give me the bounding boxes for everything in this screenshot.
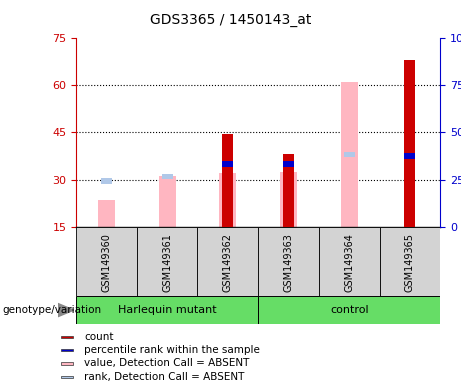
Text: GDS3365 / 1450143_at: GDS3365 / 1450143_at bbox=[150, 13, 311, 27]
Text: GSM149364: GSM149364 bbox=[344, 233, 354, 292]
Bar bbox=[162, 174, 172, 179]
Bar bbox=[283, 154, 294, 227]
Text: genotype/variation: genotype/variation bbox=[2, 305, 101, 315]
Polygon shape bbox=[58, 303, 74, 317]
Text: control: control bbox=[330, 305, 368, 315]
Text: GSM149361: GSM149361 bbox=[162, 233, 172, 292]
Bar bbox=[137, 227, 197, 296]
Bar bbox=[222, 134, 233, 227]
Text: percentile rank within the sample: percentile rank within the sample bbox=[84, 345, 260, 355]
Bar bbox=[197, 227, 258, 296]
Bar bbox=[76, 227, 137, 296]
Bar bbox=[341, 82, 358, 227]
Bar bbox=[61, 336, 73, 338]
Bar bbox=[258, 227, 319, 296]
Bar bbox=[219, 173, 236, 227]
Text: GSM149365: GSM149365 bbox=[405, 233, 415, 292]
Text: value, Detection Call = ABSENT: value, Detection Call = ABSENT bbox=[84, 358, 249, 368]
Text: count: count bbox=[84, 332, 113, 342]
Bar bbox=[76, 296, 258, 324]
Text: GSM149362: GSM149362 bbox=[223, 233, 233, 292]
Bar bbox=[404, 153, 415, 159]
Bar bbox=[283, 161, 294, 167]
Text: GSM149363: GSM149363 bbox=[284, 233, 294, 292]
Bar bbox=[61, 349, 73, 351]
Bar bbox=[222, 161, 233, 167]
Bar bbox=[404, 60, 415, 227]
Bar bbox=[61, 362, 73, 364]
Bar bbox=[61, 376, 73, 378]
Text: Harlequin mutant: Harlequin mutant bbox=[118, 305, 216, 315]
Bar bbox=[379, 227, 440, 296]
Bar bbox=[98, 200, 115, 227]
Bar bbox=[280, 172, 297, 227]
Bar bbox=[344, 152, 355, 157]
Text: rank, Detection Call = ABSENT: rank, Detection Call = ABSENT bbox=[84, 372, 244, 382]
Bar bbox=[258, 296, 440, 324]
Bar bbox=[319, 227, 379, 296]
Bar bbox=[159, 176, 176, 227]
Bar bbox=[101, 178, 112, 184]
Text: GSM149360: GSM149360 bbox=[101, 233, 112, 292]
